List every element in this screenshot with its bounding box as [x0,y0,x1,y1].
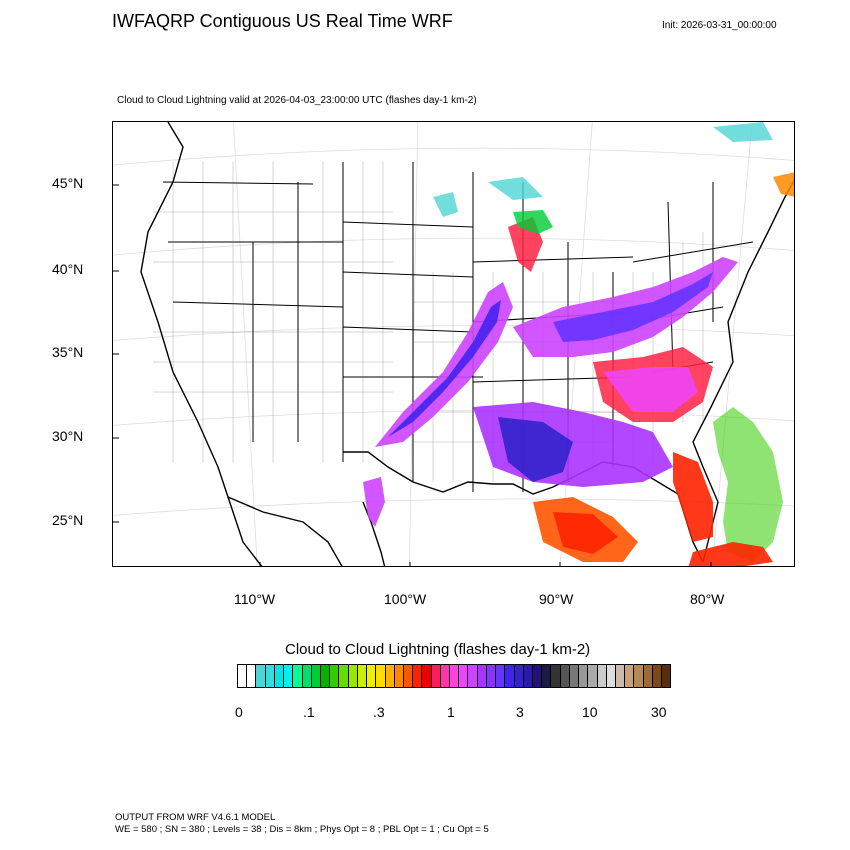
colorbar-cell [284,665,294,687]
lightning-field [363,122,794,566]
lon-label-100: 100°W [384,591,427,607]
lat-ticks [113,184,712,566]
init-time-label: Init: 2026-03-31_00:00:00 [662,20,777,31]
colorbar-cell [302,665,312,687]
colorbar-cell [625,665,635,687]
footer-config-line: WE = 580 ; SN = 380 ; Levels = 38 ; Dis … [115,824,489,835]
map-canvas [113,122,794,566]
colorbar-tick-1: 1 [447,704,455,720]
colorbar-title: Cloud to Cloud Lightning (flashes day-1 … [285,641,591,658]
colorbar-cell [293,665,303,687]
colorbar-cell [256,665,266,687]
colorbar-cell [652,665,663,687]
colorbar-cell [459,665,469,687]
colorbar-cell [238,665,248,687]
map-panel [112,121,795,567]
lat-label-30: 30°N [52,428,84,444]
colorbar-cell [542,665,552,687]
colorbar-cell [376,665,386,687]
colorbar-cell [579,665,589,687]
lightning-band-ohio [513,257,738,357]
colorbar-tick-10: 10 [582,704,598,720]
colorbar-cell [560,665,570,687]
lightning-band-plains [375,282,513,447]
colorbar-cell [597,665,607,687]
colorbar-cell [367,665,377,687]
colorbar-cell [422,665,432,687]
lightning-florida [673,452,713,542]
colorbar-cell [385,665,395,687]
colorbar-cell [533,665,543,687]
colorbar-cell [643,665,653,687]
colorbar-cell [348,665,358,687]
lat-label-35: 35°N [52,344,84,360]
colorbar-cell [505,665,515,687]
colorbar-cell [311,665,321,687]
colorbar-cell [634,665,644,687]
footer-model-line: OUTPUT FROM WRF V4.6.1 MODEL [115,812,276,823]
colorbar-cell [496,665,506,687]
lon-label-90: 90°W [539,591,574,607]
colorbar-tick-0.1: .1 [303,704,315,720]
colorbar-cell [440,665,451,687]
colorbar-cell [486,665,497,687]
colorbar-cell [431,665,441,687]
colorbar-tick-0: 0 [235,704,243,720]
lat-label-25: 25°N [52,512,84,528]
lon-label-110: 110°W [234,591,276,607]
colorbar-tick-30: 30 [651,704,667,720]
figure-title: IWFAQRP Contiguous US Real Time WRF [112,11,453,31]
plot-subtitle: Cloud to Cloud Lightning valid at 2026-0… [117,95,477,106]
colorbar-cell [265,665,275,687]
colorbar-cell [450,665,460,687]
colorbar-cell [477,665,487,687]
colorbar-cell [514,665,524,687]
colorbar-cell [551,665,561,687]
colorbar-tick-3: 3 [516,704,524,720]
lat-label-45: 45°N [52,175,84,191]
colorbar-cell [320,665,331,687]
lon-label-80: 80°W [690,591,725,607]
land-outline [140,122,794,566]
colorbar-cell [403,665,414,687]
colorbar-cell [523,665,533,687]
colorbar-cell [615,665,626,687]
colorbar-tick-0.3: .3 [373,704,385,720]
lat-label-40: 40°N [52,261,84,277]
colorbar-cell [330,665,340,687]
colorbar-cell [394,665,404,687]
colorbar-cell [662,665,671,687]
colorbar-cell [274,665,285,687]
colorbar-cell [569,665,580,687]
colorbar-cell [468,665,478,687]
colorbar [237,664,671,688]
colorbar-cell [357,665,368,687]
colorbar-cell [339,665,349,687]
colorbar-cell [606,665,616,687]
colorbar-cell [247,665,257,687]
colorbar-cell [588,665,598,687]
colorbar-cell [413,665,423,687]
